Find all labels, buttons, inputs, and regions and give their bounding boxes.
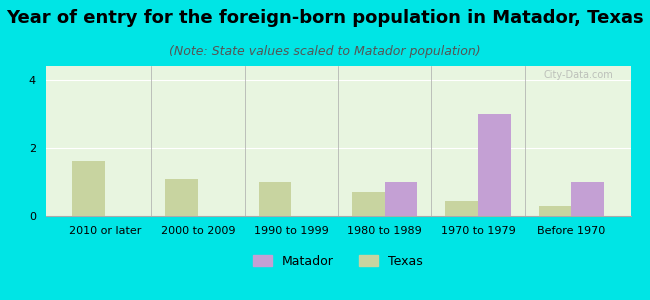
Bar: [539, 206, 571, 216]
Bar: [165, 178, 198, 216]
Bar: [352, 192, 385, 216]
Legend: Matador, Texas: Matador, Texas: [248, 250, 428, 273]
Bar: [385, 182, 417, 216]
Text: (Note: State values scaled to Matador population): (Note: State values scaled to Matador po…: [169, 45, 481, 58]
Bar: [72, 161, 105, 216]
Text: City-Data.com: City-Data.com: [543, 70, 613, 80]
Bar: [259, 182, 291, 216]
Bar: [478, 114, 511, 216]
Text: Year of entry for the foreign-born population in Matador, Texas: Year of entry for the foreign-born popul…: [6, 9, 644, 27]
Bar: [445, 201, 478, 216]
Bar: [571, 182, 604, 216]
